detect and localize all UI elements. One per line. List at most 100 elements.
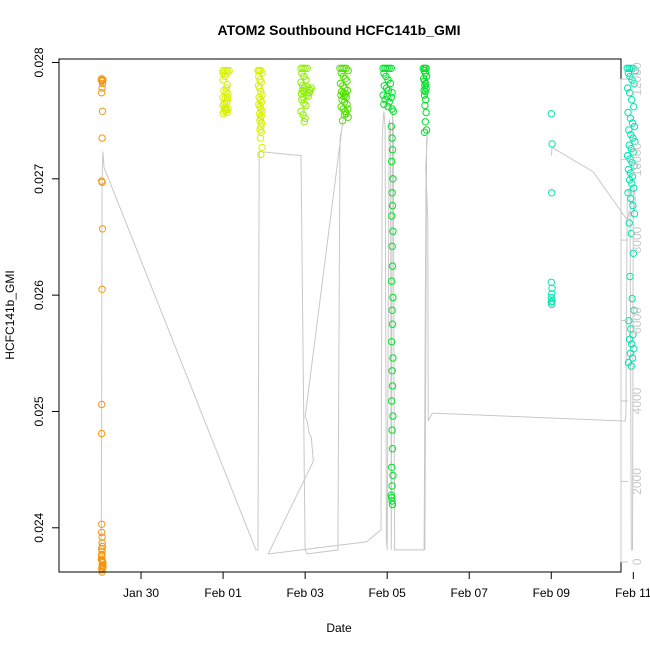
data-point <box>388 445 397 453</box>
data-point <box>98 107 107 116</box>
data-point <box>336 79 345 88</box>
data-point <box>258 143 266 152</box>
data-point <box>297 90 306 98</box>
y-tick-label: 0.027 <box>32 163 46 193</box>
data-point <box>623 84 632 92</box>
data-point <box>627 229 635 238</box>
data-point <box>630 210 639 218</box>
x-tick-label: Feb 07 <box>451 586 489 600</box>
data-point <box>221 104 230 112</box>
data-point <box>98 178 106 187</box>
data-point <box>420 128 429 137</box>
data-point <box>98 429 106 438</box>
data-point <box>299 64 307 73</box>
y-tick-label: 0.028 <box>32 47 46 77</box>
data-point <box>420 86 428 95</box>
data-point <box>628 179 636 188</box>
data-point <box>389 354 397 362</box>
data-point <box>388 382 397 390</box>
data-point <box>421 101 429 110</box>
data-point <box>98 520 106 528</box>
data-point <box>380 100 388 109</box>
data-point <box>388 242 396 251</box>
data-point <box>338 64 346 73</box>
data-point <box>299 82 307 90</box>
data-point <box>256 117 264 125</box>
data-point <box>627 194 635 203</box>
data-point <box>628 76 636 84</box>
data-point <box>382 84 391 92</box>
data-point <box>388 367 396 375</box>
data-point <box>342 93 350 102</box>
x-axis: Jan 30 Feb 01 Feb 03 Feb 05 Feb 07 Feb 09 Feb … <box>123 572 650 600</box>
data-point <box>98 528 106 537</box>
series-6 <box>547 64 640 370</box>
data-point <box>625 219 633 227</box>
data-point <box>387 122 395 131</box>
data-point <box>626 349 635 357</box>
data-point <box>388 500 397 509</box>
data-point <box>301 114 309 123</box>
data-point <box>388 189 396 197</box>
data-point <box>384 103 392 111</box>
data-point <box>626 114 635 123</box>
data-point <box>548 140 556 148</box>
data-point <box>388 338 396 346</box>
data-point <box>337 103 345 111</box>
data-point <box>548 189 556 197</box>
data-point <box>387 93 395 102</box>
x-tick-label: Feb 01 <box>204 586 242 600</box>
y2-tick-label: 2000 <box>630 468 644 495</box>
data-point <box>422 108 430 117</box>
data-point <box>342 64 350 73</box>
data-point <box>98 285 106 293</box>
y2-tick-label: 12000 <box>630 62 644 96</box>
data-point <box>303 64 311 73</box>
data-point <box>625 335 634 343</box>
data-point <box>625 126 633 134</box>
data-point <box>630 79 638 88</box>
data-point <box>422 126 431 134</box>
data-point <box>631 66 640 75</box>
data-point <box>225 66 233 75</box>
y2-tick-label: 4000 <box>630 387 644 414</box>
data-point <box>629 134 637 142</box>
data-point <box>381 96 389 104</box>
data-point <box>98 134 106 142</box>
data-point <box>98 79 107 88</box>
data-point <box>98 539 106 547</box>
data-point <box>338 96 346 104</box>
data-point <box>627 362 635 370</box>
y-tick-label: 0.026 <box>32 280 46 310</box>
data-point <box>547 293 555 302</box>
data-point <box>220 99 229 107</box>
data-point <box>387 64 395 73</box>
x-tick-label: Feb 09 <box>533 586 571 600</box>
data-point <box>98 89 106 97</box>
plot-frame <box>58 58 622 573</box>
data-point <box>297 78 305 87</box>
data-point <box>300 118 308 126</box>
y-tick-label: 0.025 <box>32 396 46 426</box>
data-point <box>385 64 393 73</box>
data-point <box>344 113 352 121</box>
data-point <box>388 157 396 166</box>
data-point <box>343 77 351 85</box>
data-point <box>624 69 633 77</box>
data-point <box>388 262 397 270</box>
data-point <box>255 110 264 118</box>
data-point <box>306 86 314 95</box>
data-point <box>389 175 397 183</box>
data-point <box>628 119 637 127</box>
data-point <box>389 471 397 480</box>
data-point <box>628 96 636 104</box>
data-point <box>256 134 265 142</box>
data-point <box>388 497 396 505</box>
data-point <box>389 412 397 420</box>
data-point <box>548 297 556 305</box>
data-point <box>630 184 638 192</box>
data-point <box>98 550 106 559</box>
y2-tick-label: 10000 <box>630 143 644 177</box>
data-point <box>421 87 429 96</box>
data-point <box>97 555 106 563</box>
